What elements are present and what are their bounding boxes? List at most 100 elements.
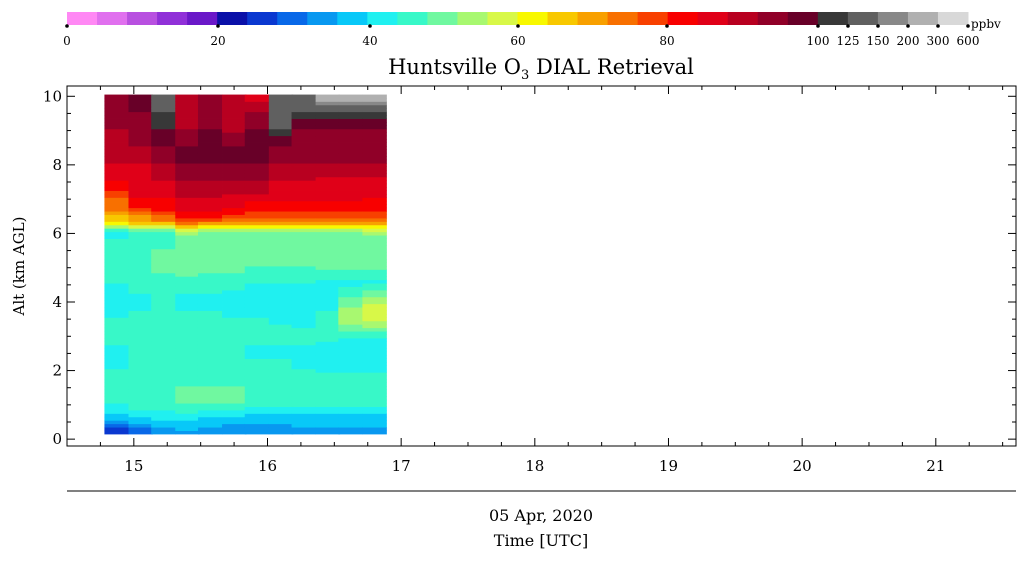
colorbar-swatch [187,12,218,25]
colorbar-ticks: 0 20 40 60 80 100 125 150 200 300 600 [63,24,979,48]
heatmap-cell [291,392,317,397]
heatmap-cell [244,423,270,428]
heatmap-cell [362,276,387,281]
heatmap-cell [268,190,294,195]
heatmap-cell [151,214,176,219]
heatmap-cell [104,200,129,205]
heatmap-cell [362,235,387,239]
heatmap-cell [362,331,387,335]
heatmap-cell [315,344,341,349]
heatmap-cell [244,183,270,188]
heatmap-cell [244,101,270,106]
heatmap-cell [197,420,223,425]
heatmap-cell [362,341,387,346]
heatmap-cell [291,293,317,298]
heatmap-cell [315,173,341,178]
heatmap-cell [338,238,363,243]
heatmap-cell [151,410,176,414]
colorbar-swatch [637,12,669,25]
heatmap-cell [151,406,176,411]
heatmap-cell [362,218,387,222]
heatmap-cell [338,156,363,161]
heatmap-cell [104,272,129,277]
heatmap-cell [222,355,247,359]
heatmap-cell [244,194,270,198]
heatmap-cell [315,317,341,322]
heatmap-cell [222,276,247,281]
heatmap-cell [128,238,153,243]
heatmap-cell [222,135,247,140]
heatmap-cell [222,111,247,116]
heatmap-cell [151,235,176,239]
heatmap-cell [338,272,363,277]
heatmap-cell [244,334,270,339]
heatmap-cell [104,430,129,435]
heatmap-cell [151,358,176,363]
heatmap-cell [291,279,317,284]
heatmap-cell [268,392,294,397]
heatmap-cell [362,156,387,161]
heatmap-cell [104,252,129,257]
heatmap-cell [175,187,200,191]
heatmap-cell [151,372,176,377]
heatmap-cell [362,122,387,126]
colorbar-swatch [757,12,789,25]
heatmap-cell [338,194,363,198]
heatmap-cell [175,118,200,123]
heatmap-cell [244,344,270,349]
heatmap-cell [151,396,176,401]
heatmap-cell [338,375,363,380]
chart-title-subscript: 3 [521,68,529,83]
heatmap-cell [128,314,153,318]
heatmap-cell [291,207,317,212]
heatmap-cell [197,410,223,414]
heatmap-cell [222,255,247,260]
heatmap-cell [338,324,363,329]
heatmap-cell [151,242,176,246]
heatmap-cell [197,197,223,202]
heatmap-cell [151,259,176,263]
heatmap-cell [151,166,176,171]
heatmap-cell [244,152,270,157]
heatmap-cell [104,283,129,287]
colorbar-tick-mark [65,24,69,28]
heatmap-cell [175,300,200,305]
heatmap-cell [104,235,129,239]
heatmap-cell [315,142,341,147]
heatmap-cell [362,146,387,150]
heatmap-cell [128,331,153,335]
heatmap-cell [315,176,341,181]
heatmap-cell [268,314,294,318]
colorbar-swatch [67,12,98,25]
heatmap-cell [151,279,176,284]
heatmap-cell [315,320,341,325]
heatmap-cell [315,139,341,143]
heatmap-cell [104,135,129,140]
heatmap-cell [175,262,200,267]
heatmap-cell [222,238,247,243]
heatmap-cell [222,386,247,390]
heatmap-cell [244,252,270,257]
heatmap-cell [338,166,363,171]
heatmap-cell [104,290,129,294]
heatmap-cell [291,255,317,260]
heatmap-cell [315,399,341,404]
heatmap-cell [362,286,387,291]
heatmap-cell [244,310,270,315]
heatmap-cell [222,259,247,263]
colorbar-tick-mark [216,24,220,28]
heatmap-cell [291,122,317,126]
colorbar-swatch [367,12,398,25]
heatmap-cell [128,194,153,198]
heatmap-cell [291,416,317,421]
heatmap-cell [222,252,247,257]
heatmap-cell [222,228,247,233]
heatmap-cell [151,221,176,226]
heatmap-cell [104,427,129,431]
heatmap-cell [151,324,176,329]
x-tick-label: 17 [392,457,411,475]
heatmap-cell [128,341,153,346]
heatmap-cell [197,423,223,428]
heatmap-cell [222,372,247,377]
heatmap-cell [362,115,387,119]
